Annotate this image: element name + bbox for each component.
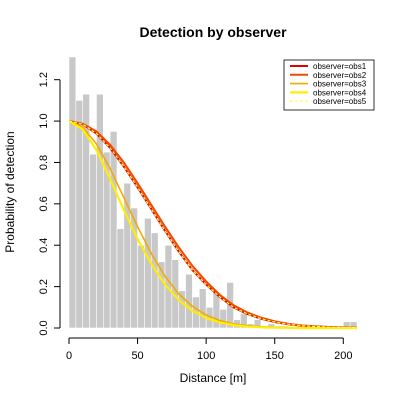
legend-entry: observer=obs4 xyxy=(313,88,367,97)
x-tick-label: 0 xyxy=(66,350,72,362)
legend: observer=obs1observer=obs2observer=obs3o… xyxy=(283,59,375,111)
legend-entry: observer=obs1 xyxy=(313,62,367,71)
legend-entry: observer=obs3 xyxy=(313,80,367,89)
x-tick-label: 100 xyxy=(197,350,215,362)
legend-box xyxy=(283,59,375,111)
y-tick-label: 0.0 xyxy=(38,320,50,335)
histogram-bar xyxy=(89,153,97,329)
legend-entry: observer=obs5 xyxy=(313,97,367,106)
histogram-bar xyxy=(137,244,145,329)
y-tick-label: 0.6 xyxy=(38,196,50,211)
histogram-bar xyxy=(198,288,207,329)
x-tick-label: 200 xyxy=(334,350,352,362)
legend-entry: observer=obs2 xyxy=(313,71,367,80)
histogram-bar xyxy=(240,313,248,329)
y-tick-label: 0.8 xyxy=(38,155,50,170)
x-axis: 0 50 100 150 200 xyxy=(66,337,352,362)
x-axis-label: Distance [m] xyxy=(180,371,247,385)
detection-curves xyxy=(68,120,358,330)
x-tick-label: 50 xyxy=(131,350,143,362)
series-line-observer-obs4 xyxy=(68,120,357,330)
histogram-bar xyxy=(109,131,118,329)
chart-title: Detection by observer xyxy=(139,24,287,40)
histogram-bar xyxy=(68,56,77,329)
y-tick-label: 0.4 xyxy=(38,238,50,253)
histogram-bar xyxy=(75,100,84,329)
histogram-bar xyxy=(116,228,125,329)
y-tick-label: 1.2 xyxy=(38,72,50,87)
x-tick-label: 150 xyxy=(266,350,284,362)
histogram-bar xyxy=(150,232,159,329)
y-axis: 0.0 0.2 0.4 0.6 0.8 1.0 1.2 xyxy=(38,72,61,336)
histogram-bar xyxy=(219,309,228,329)
series-line-observer-obs5 xyxy=(68,120,358,329)
histogram-bar xyxy=(144,218,152,329)
histogram-bar xyxy=(96,93,104,329)
y-axis-label: Probability of detection xyxy=(3,131,17,252)
y-tick-label: 1.0 xyxy=(38,113,50,128)
y-tick-label: 0.2 xyxy=(38,279,50,294)
